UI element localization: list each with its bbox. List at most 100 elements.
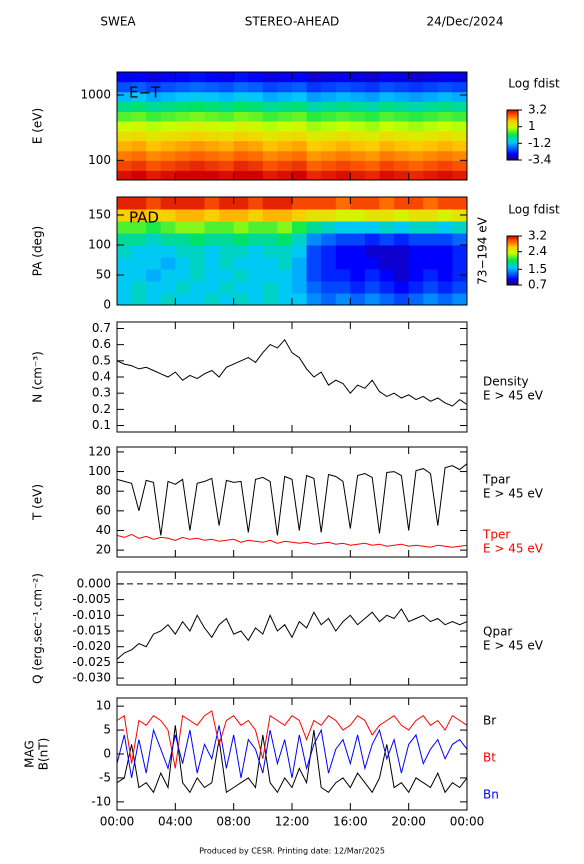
legend-note: E > 45 eV: [483, 487, 544, 501]
heatmap-cell: [292, 121, 308, 132]
heatmap-cell: [364, 269, 380, 282]
heatmap-cell: [452, 170, 468, 181]
heatmap-cell: [262, 170, 278, 181]
series-line: [116, 608, 468, 660]
heatmap-cell: [394, 150, 410, 161]
heatmap-cell: [131, 221, 147, 234]
heatmap-cell: [146, 72, 162, 83]
heatmap-cell: [160, 81, 176, 93]
heatmap-cell: [423, 245, 439, 258]
heatmap-cell: [219, 121, 235, 132]
heatmap-cell: [262, 121, 278, 132]
heatmap-cell: [394, 233, 410, 246]
heatmap-cell: [117, 197, 133, 210]
heatmap-cell: [277, 209, 293, 222]
heatmap-cell: [335, 121, 351, 132]
heatmap-cell: [379, 121, 395, 132]
x-tick-label: 00:00: [100, 815, 135, 829]
heatmap-cell: [364, 221, 380, 234]
heatmap-cell: [262, 131, 278, 142]
heatmap-cell: [131, 233, 147, 246]
heatmap-cell: [437, 245, 453, 258]
heatmap-cell: [175, 101, 191, 112]
heatmap-cell: [204, 269, 220, 282]
heatmap-cell: [175, 81, 191, 93]
heatmap-cell: [277, 140, 293, 152]
x-tick-label: 12:00: [275, 815, 310, 829]
heatmap-cell: [175, 221, 191, 234]
heatmap-cell: [306, 170, 322, 181]
heatmap-cell: [292, 131, 308, 142]
heatmap-cell: [350, 197, 366, 210]
heatmap-cell: [408, 150, 424, 161]
heatmap-cell: [160, 293, 176, 306]
heatmap-cell: [335, 245, 351, 258]
heatmap-cell: [408, 293, 424, 306]
heatmap-cell: [219, 257, 235, 270]
heatmap-cell: [146, 221, 162, 234]
y-tick-label: 0.4: [92, 370, 111, 384]
y-tick-label: -5: [99, 770, 111, 784]
heatmap-cell: [175, 233, 191, 246]
heatmap-cell: [321, 221, 337, 234]
heatmap-cell: [117, 72, 133, 83]
y-tick-label: 0.5: [92, 353, 111, 367]
heatmap-cell: [189, 293, 205, 306]
heatmap-cell: [394, 111, 410, 122]
heatmap-cell: [321, 245, 337, 258]
heatmap-cell: [350, 269, 366, 282]
heatmap-cell: [175, 257, 191, 270]
heatmap-cell: [189, 160, 205, 171]
heatmap-cell: [262, 269, 278, 282]
heatmap-cell: [175, 72, 191, 83]
heatmap-cell: [175, 91, 191, 102]
y-tick-label: 100: [88, 464, 111, 478]
heatmap-cell: [117, 160, 133, 171]
heatmap-cell: [175, 281, 191, 294]
y-tick-label: 40: [96, 523, 111, 537]
heatmap-cell: [423, 209, 439, 222]
y-tick-label: 80: [96, 484, 111, 498]
heatmap-cell: [131, 209, 147, 222]
colorbar-tick-label: 1: [528, 119, 536, 133]
heatmap-cell: [248, 91, 264, 102]
heatmap-cell: [204, 131, 220, 142]
heatmap-cell: [277, 233, 293, 246]
heatmap-cell: [437, 101, 453, 112]
heatmap-cell: [160, 257, 176, 270]
heatmap-cell: [131, 170, 147, 181]
heatmap-cell: [321, 257, 337, 270]
heatmap-cell: [233, 293, 249, 306]
y-tick-label: 150: [88, 208, 111, 222]
x-tick-label: 16:00: [333, 815, 368, 829]
heatmap-cell: [117, 91, 133, 102]
heatmap-cell: [350, 170, 366, 181]
colorbar-title: Log fdist: [508, 77, 560, 91]
heatmap-cell: [160, 170, 176, 181]
heatmap-cell: [146, 121, 162, 132]
heatmap-cell: [321, 91, 337, 102]
heatmap-cell: [394, 245, 410, 258]
y-tick-label: 10: [96, 699, 111, 713]
heatmap-cell: [233, 150, 249, 161]
heatmap-cell: [248, 140, 264, 152]
heatmap-cell: [131, 160, 147, 171]
heatmap-cell: [219, 101, 235, 112]
heatmap-cell: [219, 197, 235, 210]
heatmap-cell: [262, 209, 278, 222]
heatmap-cell: [262, 72, 278, 83]
heatmap-cell: [277, 245, 293, 258]
heatmap-cell: [364, 101, 380, 112]
heatmap-cell: [452, 121, 468, 132]
heatmap-cell: [335, 111, 351, 122]
heatmap-cell: [437, 197, 453, 210]
heatmap-cell: [175, 121, 191, 132]
heatmap-cell: [452, 72, 468, 83]
heatmap-cell: [437, 91, 453, 102]
heatmap-cell: [219, 269, 235, 282]
heatmap-cell: [350, 91, 366, 102]
heatmap-cell: [423, 233, 439, 246]
header-right: 24/Dec/2024: [426, 15, 503, 29]
heatmap-cell: [131, 140, 147, 152]
heatmap-cell: [306, 269, 322, 282]
